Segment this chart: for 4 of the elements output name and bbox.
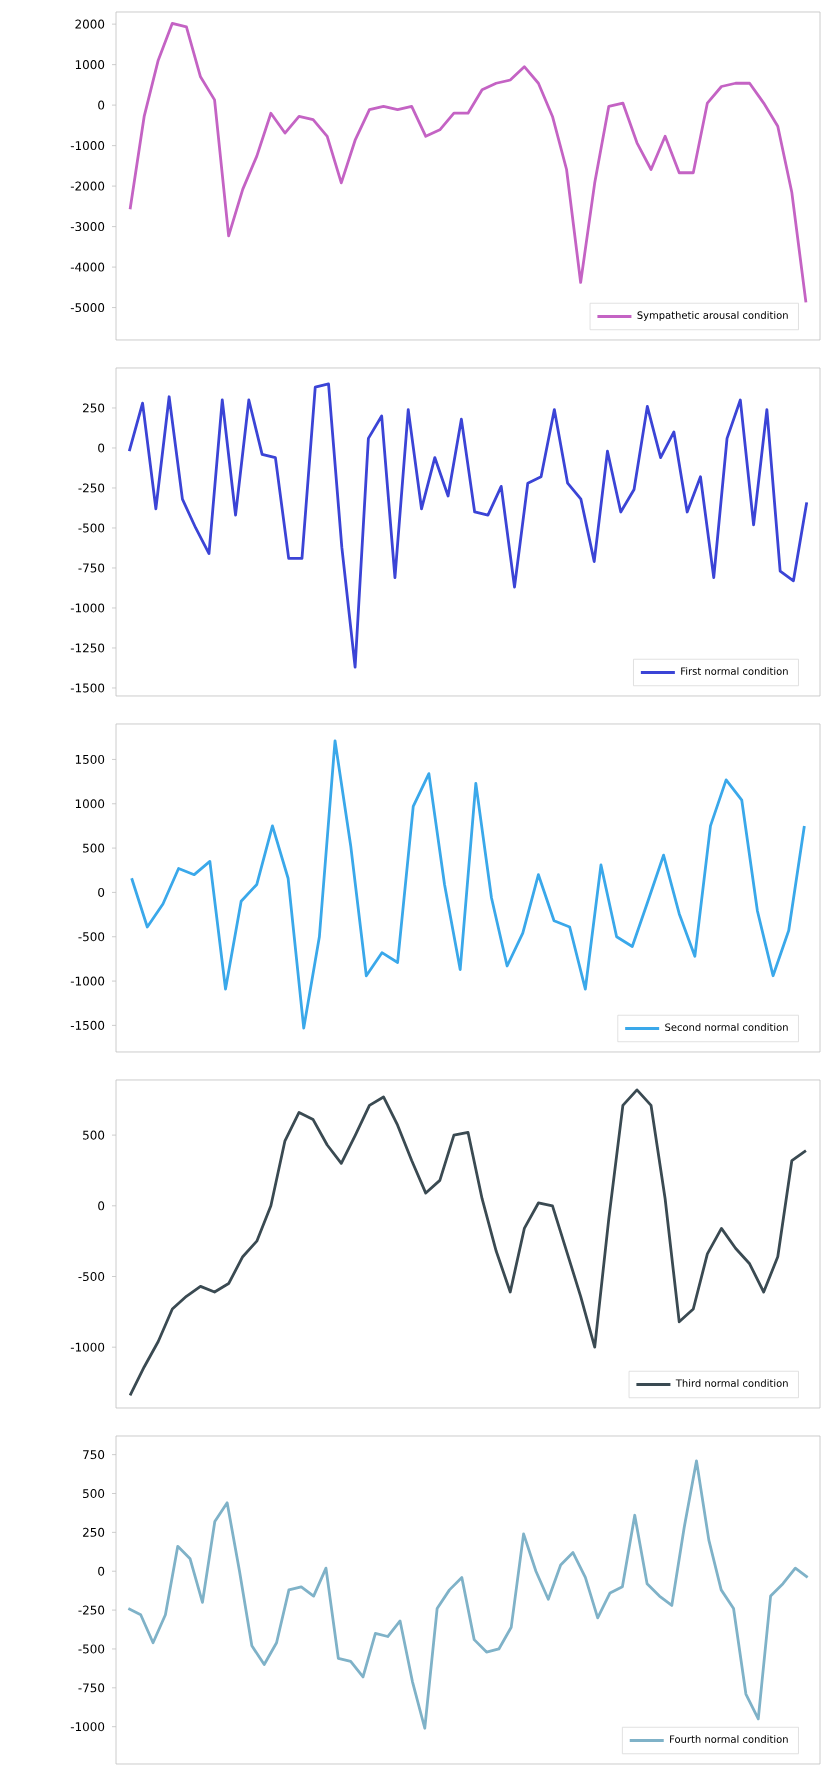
line-series xyxy=(127,382,809,669)
line-series xyxy=(128,21,808,304)
line-series xyxy=(126,1459,810,1730)
line-series xyxy=(130,739,806,1030)
